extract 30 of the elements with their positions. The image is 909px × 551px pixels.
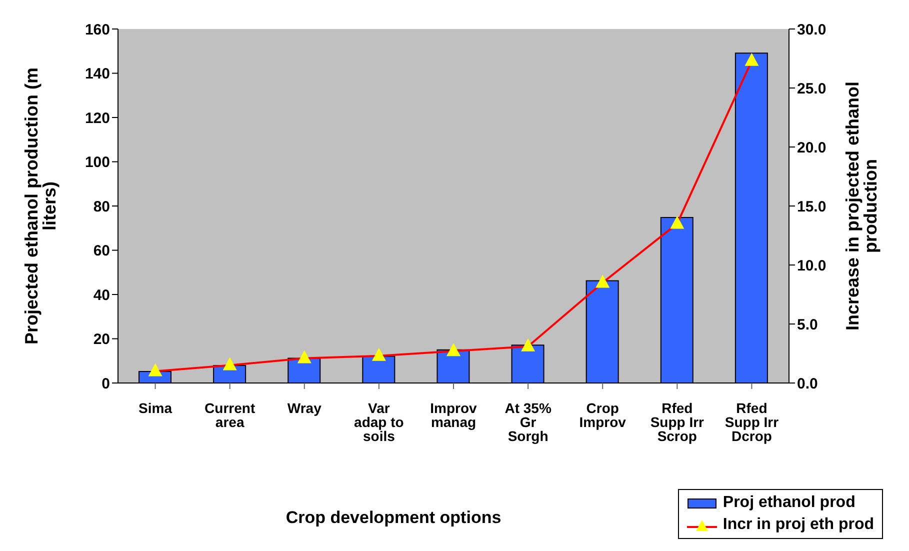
x-tick-label: Rfed Supp Irr Dcrop	[724, 400, 780, 444]
x-tick-label: Wray	[287, 400, 322, 416]
y-tick-label: 100	[84, 154, 110, 172]
x-axis-title: Crop development options	[286, 508, 502, 527]
x-tick-label: At 35% Gr Sorgh	[504, 400, 552, 444]
y-tick-label: 140	[84, 66, 110, 83]
y-tick-label: 120	[84, 110, 110, 127]
y2-tick-label: 30.0	[797, 21, 826, 38]
x-tick-label: Improv manag	[430, 400, 478, 430]
y2-tick-label: 25.0	[797, 80, 826, 98]
y-tick-label: 40	[93, 286, 110, 304]
y2-axis-title: Increase in projected ethanol production	[842, 81, 880, 331]
y2-tick-label: 20.0	[797, 139, 826, 156]
legend-label: Proj ethanol prod	[722, 493, 856, 513]
x-tick-label: Rfed Supp Irr Scrop	[650, 400, 705, 444]
x-tick-label: Var adap to soils	[354, 400, 404, 444]
legend-label: Incr in proj eth prod	[722, 515, 874, 535]
y2-tick-label: 15.0	[797, 198, 826, 216]
y-tick-label: 0	[102, 375, 110, 392]
y2-tick-label: 10.0	[797, 257, 826, 274]
y-tick-label: 20	[93, 331, 110, 348]
y2-tick-label: 0.0	[797, 375, 818, 392]
y-tick-label: 60	[93, 242, 110, 260]
x-tick-label: Current area	[204, 400, 256, 430]
y-axis-title: Projected ethanol production (m liters)	[21, 67, 60, 345]
y-tick-label: 80	[93, 198, 110, 216]
y2-tick-label: 5.0	[797, 316, 818, 334]
x-tick-label: Sima	[138, 400, 172, 416]
x-tick-label: Crop Improv	[579, 400, 626, 430]
y-tick-label: 160	[84, 21, 110, 38]
